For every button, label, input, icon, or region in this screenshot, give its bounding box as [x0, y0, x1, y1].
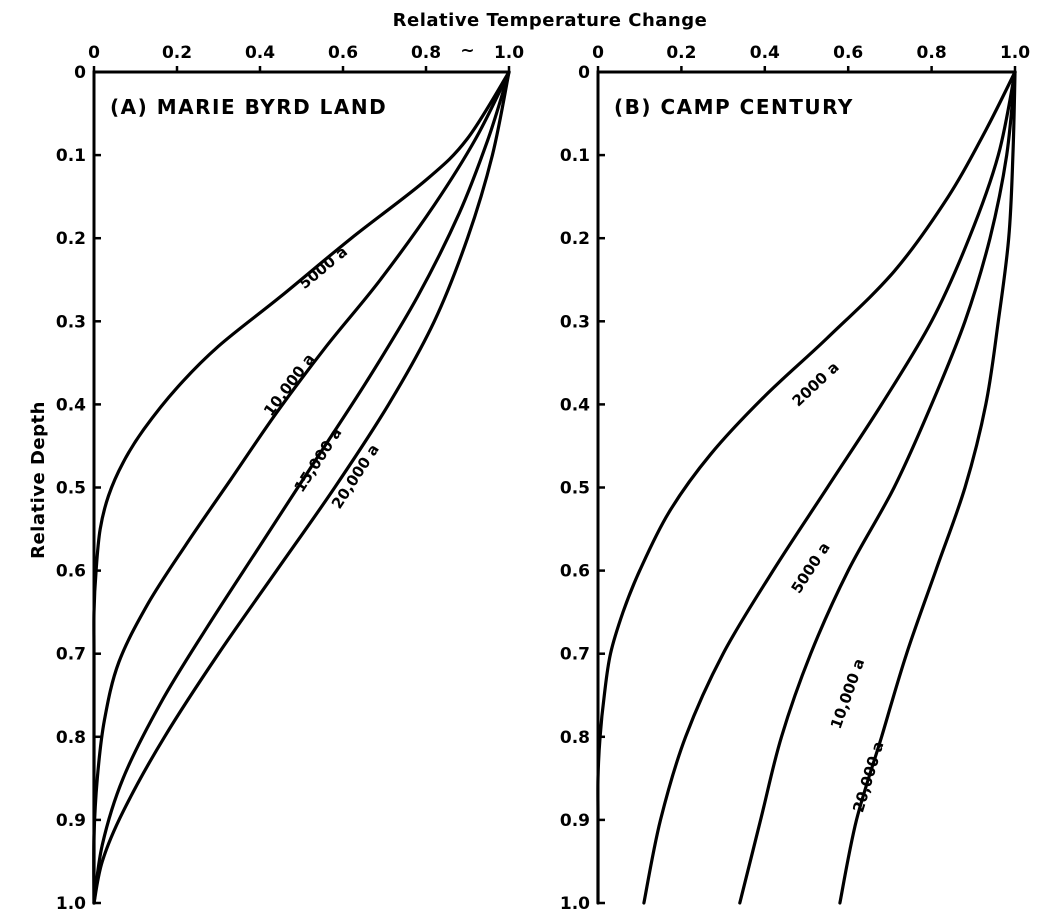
panel-b-x-tick-label: 1.0	[1000, 43, 1030, 63]
panel-b-curve-1	[596, 70, 1017, 905]
panel-b-axes	[596, 70, 1015, 903]
panel-b-y-tick-label: 0.6	[560, 562, 590, 582]
panel-a-y-tick-label: 0.3	[56, 312, 86, 332]
panel-b-y-tick-label: 0	[578, 63, 590, 83]
panel-a-curve-1	[92, 70, 511, 905]
panel-b-y-tick-label: 0.8	[560, 728, 590, 748]
panel-b-camp-century: 0 0.2 0.4 0.6 0.8 1.0 0 0.1 0.2 0.3 0.4 0.5 0.6 0.7 0.…	[560, 43, 1030, 913]
panel-b-title: (B) CAMP CENTURY	[614, 95, 854, 119]
panel-a-x-tick-label: 0.4	[245, 43, 275, 63]
panel-a-curve-2	[92, 70, 511, 905]
panel-a-y-tick-label: 0.5	[56, 479, 86, 499]
panel-a-curve-2-label: 10,000 a	[260, 350, 318, 419]
panel-a-y-tick-label: 0.2	[56, 229, 86, 249]
panel-b-curve-2-label: 5000 a	[788, 539, 834, 597]
panel-a-y-tick-label: 1.0	[56, 894, 86, 913]
panel-a-curve-3	[92, 70, 511, 905]
panel-b-curve-3-label: 10,000 a	[827, 656, 868, 731]
panel-a-x-tick-label: 0.2	[162, 43, 192, 63]
panel-b-curve-3	[738, 70, 1017, 905]
panel-a-marie-byrd-land: 0 0.2 0.4 0.6 0.8 1.0 ~0 0.1 0.2 0.3 0.4 0.5 0.6 0.7 0…	[56, 41, 524, 913]
panel-a-y-tick-label: 0.4	[56, 395, 86, 415]
panel-a-x-tick-label: 0.6	[328, 43, 358, 63]
panel-b-y-tick-label: 0.4	[560, 395, 590, 415]
panel-b-y-tick-label: 0.3	[560, 312, 590, 332]
panel-a-title: (A) MARIE BYRD LAND	[110, 95, 387, 119]
x-axis-title: Relative Temperature Change	[393, 10, 708, 31]
panel-b-y-tick-label: 0.2	[560, 229, 590, 249]
panel-b-y-tick-label: 0.1	[560, 146, 590, 166]
panel-b-y-tick-label: 0.9	[560, 811, 590, 831]
panel-b-curve-4	[838, 70, 1017, 905]
panel-a-curve-4	[92, 70, 511, 905]
panel-a-y-tick-label: 0.8	[56, 728, 86, 748]
panel-a-x-tick-label: 1.0	[494, 43, 524, 63]
panel-a-x-tick-label: 0.8	[411, 43, 441, 63]
panel-b-x-tick-label: 0.6	[833, 43, 863, 63]
panel-a-curve-1-label: 5000 a	[295, 242, 351, 292]
panel-b-x-tick-label: 0.4	[750, 43, 780, 63]
panel-a-x-tick-label: 0	[88, 43, 100, 63]
panel-b-curve-2	[642, 70, 1017, 905]
panel-a-x-extra-mark: ~	[460, 41, 474, 61]
panel-b-y-tick-label: 0.7	[560, 645, 590, 665]
y-axis-title: Relative Depth	[28, 401, 49, 559]
panel-a-y-tick-label: 0.7	[56, 645, 86, 665]
panel-b-x-tick-label: 0.8	[917, 43, 947, 63]
panel-a-y-tick-label: 0.6	[56, 562, 86, 582]
panel-a-curve-4-label: 20,000 a	[328, 441, 383, 512]
panel-b-curve-4-label: 20,000 a	[849, 739, 887, 814]
panel-a-y-tick-label: 0	[74, 63, 86, 83]
panel-b-y-tick-label: 1.0	[560, 894, 590, 913]
panel-a-y-tick-label: 0.1	[56, 146, 86, 166]
panel-b-x-tick-label: 0	[592, 43, 604, 63]
panel-b-x-tick-label: 0.2	[666, 43, 696, 63]
panel-b-y-tick-label: 0.5	[560, 479, 590, 499]
panel-a-y-tick-label: 0.9	[56, 811, 86, 831]
